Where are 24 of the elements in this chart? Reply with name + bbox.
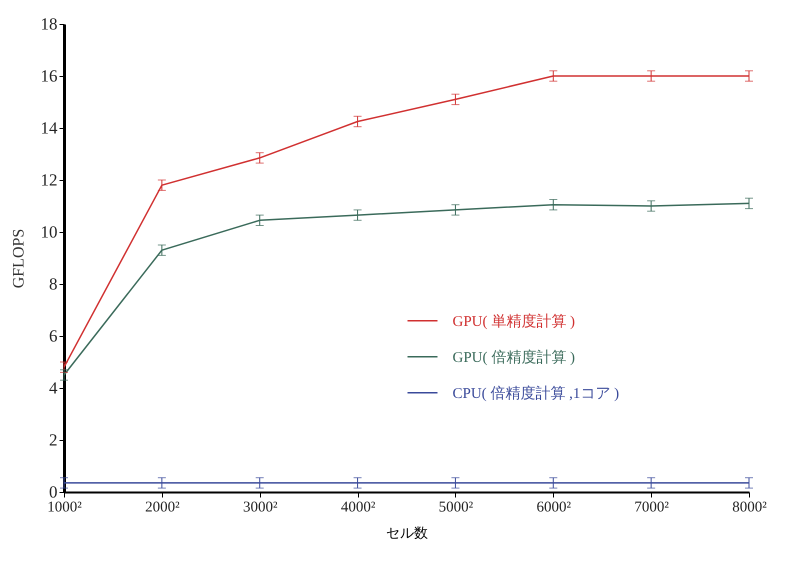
x-tick-label: 2000² — [145, 500, 180, 516]
y-axis-title: GFLOPS — [10, 228, 28, 288]
x-axis-title: セル数 — [386, 526, 428, 542]
x-tick-label: 7000² — [634, 500, 670, 516]
x-tick-label: 1000² — [47, 500, 82, 516]
y-tick-label: 4 — [49, 378, 58, 398]
y-tick-label: 14 — [40, 118, 58, 138]
y-tick-label: 0 — [49, 482, 58, 502]
y-tick-label: 10 — [40, 222, 58, 242]
line-series — [63, 75, 750, 368]
x-tick-label: 5000² — [438, 500, 474, 516]
x-tick-label: 4000² — [340, 500, 376, 516]
legend-label: GPU( 単精度計算 ) — [452, 312, 575, 330]
x-tick-label: 8000² — [732, 500, 768, 516]
y-tick-label: 8 — [49, 274, 58, 294]
legend-label: GPU( 倍精度計算 ) — [452, 348, 575, 366]
y-tick-label: 12 — [40, 170, 58, 190]
y-tick-label: 2 — [49, 430, 58, 450]
y-tick-label: 16 — [40, 66, 58, 86]
x-tick-label: 6000² — [536, 500, 572, 516]
x-tick-label: 3000² — [242, 500, 278, 516]
legend-label: CPU( 倍精度計算 ,1コア ) — [452, 384, 620, 402]
y-tick-label: 6 — [49, 326, 58, 346]
y-tick-label: 18 — [40, 14, 58, 34]
